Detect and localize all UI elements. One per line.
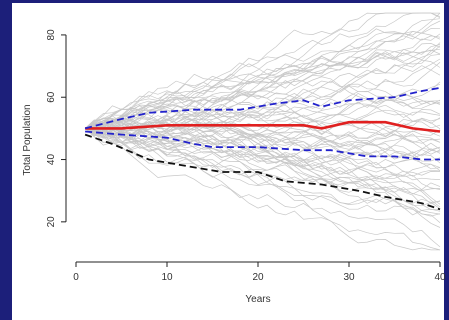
simulation-path: [84, 128, 441, 195]
simulation-path: [84, 12, 441, 129]
simulation-path: [85, 126, 441, 157]
y-axis-label: Total Population: [22, 104, 33, 175]
y-tick-label: 40: [46, 154, 57, 166]
simulation-path: [85, 128, 441, 223]
simulation-path: [84, 128, 441, 248]
simulation-path: [84, 52, 441, 129]
simulation-path: [85, 120, 441, 228]
x-tick-label: 10: [161, 272, 173, 283]
y-tick-label: 60: [46, 91, 57, 103]
simulation-path: [85, 59, 441, 130]
x-tick-label: 20: [252, 272, 264, 283]
simulation-path: [85, 128, 441, 215]
simulation-path: [84, 43, 441, 129]
simulation-path: [84, 125, 441, 176]
simulation-path: [84, 128, 440, 251]
simulation-path: [84, 28, 441, 129]
series-lower-bound: [84, 133, 441, 211]
simulation-path: [84, 98, 441, 134]
x-tick-label: 0: [73, 272, 79, 283]
x-axis-ticks: 0 10 20 30 40: [73, 262, 446, 283]
simulation-path: [84, 128, 441, 217]
simulation-path: [85, 128, 441, 188]
series-upper-quantile: [84, 87, 441, 130]
frame-top-border: [0, 0, 449, 3]
simulation-path: [85, 128, 441, 210]
simulation-path: [84, 128, 441, 208]
x-tick-label: 30: [343, 272, 355, 283]
simulation-path: [85, 128, 441, 204]
frame-left-border: [0, 0, 12, 320]
x-axis-label: Years: [245, 294, 270, 305]
simulation-path: [84, 18, 441, 129]
simulation-path: [85, 49, 441, 131]
simulation-path: [85, 12, 441, 129]
frame-right-border: [444, 0, 449, 320]
simulation-paths: [84, 12, 441, 251]
simulation-path: [85, 48, 441, 130]
series-median: [85, 120, 441, 133]
y-tick-label: 20: [46, 216, 57, 228]
y-axis-ticks: 20 40 60 80: [46, 29, 66, 227]
simulation-path: [84, 123, 441, 157]
simulation-path: [84, 123, 441, 205]
simulation-path: [85, 44, 441, 129]
summary-series: [84, 87, 441, 211]
simulation-path: [85, 118, 441, 147]
simulation-path: [85, 117, 441, 140]
x-tick-label: 40: [434, 272, 446, 283]
simulation-path: [85, 115, 441, 137]
simulation-path: [85, 123, 441, 154]
simulation-path: [84, 12, 440, 129]
y-tick-label: 80: [46, 29, 57, 41]
simulation-path: [85, 118, 441, 191]
simulation-path: [84, 42, 441, 129]
simulation-path: [84, 81, 441, 129]
